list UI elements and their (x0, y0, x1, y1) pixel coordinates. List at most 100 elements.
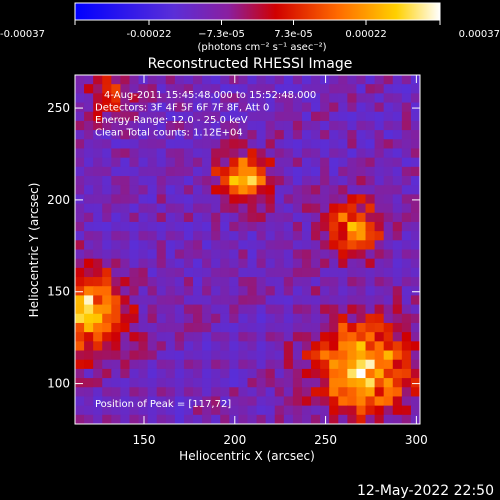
heatmap-cell (211, 176, 221, 186)
heatmap-cell (193, 286, 203, 297)
y-tick-label: 250 (47, 101, 70, 115)
heatmap-cell (238, 359, 249, 370)
heatmap-cell (202, 396, 212, 407)
heatmap-cell (329, 368, 339, 379)
heatmap-cell (120, 157, 131, 168)
heatmap-cell (247, 240, 258, 251)
heatmap-cell (410, 295, 420, 306)
heatmap-cell (129, 111, 140, 122)
heatmap-cell (156, 304, 167, 315)
heatmap-cell (238, 267, 249, 278)
heatmap-cell (320, 130, 330, 140)
heatmap-cell (256, 148, 267, 159)
heatmap-cell (292, 295, 303, 306)
heatmap-cell (129, 166, 140, 177)
peak-position-label: Position of Peak = [117,72] (95, 399, 231, 410)
heatmap-cell (202, 378, 212, 388)
heatmap-cell (283, 304, 294, 315)
heatmap-cell (265, 148, 276, 159)
heatmap-cell (329, 341, 339, 352)
heatmap-cell (356, 350, 367, 361)
heatmap-cell (165, 148, 176, 159)
heatmap-cell (383, 176, 394, 186)
heatmap-cell (338, 212, 348, 223)
heatmap-cell (247, 212, 258, 223)
heatmap-cell (356, 93, 367, 104)
heatmap-cell (301, 93, 312, 104)
heatmap-cell (338, 341, 348, 352)
heatmap-cell (84, 277, 94, 287)
heatmap-cell (283, 212, 294, 223)
heatmap-cell (165, 185, 176, 195)
heatmap-cell (410, 396, 420, 407)
heatmap-cell (202, 240, 212, 251)
heatmap-cell (283, 277, 294, 287)
heatmap-cell (220, 148, 230, 159)
heatmap-cell (347, 322, 358, 333)
heatmap-cell (292, 387, 303, 398)
heatmap-cell (392, 277, 403, 287)
heatmap-cell (238, 139, 249, 150)
heatmap-cell (265, 387, 276, 398)
heatmap-cell (401, 111, 412, 122)
heatmap-cell (147, 231, 158, 241)
heatmap-cell (156, 120, 167, 131)
heatmap-cell (75, 75, 85, 85)
heatmap-cell (211, 240, 221, 251)
heatmap-cell (256, 221, 267, 232)
heatmap-cell (383, 231, 394, 241)
heatmap-cell (183, 277, 194, 287)
heatmap-cell (238, 295, 249, 306)
heatmap-cell (220, 212, 230, 223)
heatmap-cell (274, 203, 285, 214)
heatmap-cell (156, 176, 167, 186)
heatmap-cell (329, 157, 339, 168)
heatmap-cell (329, 295, 339, 306)
heatmap-cell (174, 93, 185, 104)
annotation-line: Clean Total counts: 1.12E+04 (95, 128, 243, 139)
heatmap-cell (292, 341, 303, 352)
heatmap-cell (301, 166, 312, 177)
heatmap-cell (102, 322, 112, 333)
heatmap-cell (329, 75, 339, 85)
heatmap-cell (338, 295, 348, 306)
heatmap-cell (256, 341, 267, 352)
heatmap-cell (129, 368, 140, 379)
heatmap-cell (138, 387, 149, 398)
heatmap-cell (174, 148, 185, 159)
heatmap-cell (374, 240, 385, 251)
heatmap-cell (238, 304, 249, 315)
heatmap-cell (311, 396, 321, 407)
heatmap-cell (383, 221, 394, 232)
heatmap-cell (374, 84, 385, 94)
heatmap-cell (238, 414, 249, 424)
heatmap-cell (102, 295, 112, 306)
heatmap-cell (93, 313, 103, 324)
heatmap-cell (111, 240, 121, 251)
heatmap-cell (211, 139, 221, 150)
heatmap-cell (347, 139, 358, 150)
heatmap-cell (120, 258, 131, 269)
heatmap-cell (120, 75, 131, 85)
heatmap-cell (265, 231, 276, 241)
heatmap-cell (292, 166, 303, 177)
heatmap-cell (147, 166, 158, 177)
heatmap-cell (347, 120, 358, 131)
heatmap-cell (356, 185, 367, 195)
heatmap-cell (183, 176, 194, 186)
heatmap-cell (111, 322, 121, 333)
heatmap-cell (347, 240, 358, 251)
heatmap-cell (274, 120, 285, 131)
heatmap-cell (274, 304, 285, 315)
annotation-line: 4-Aug-2011 15:45:48.000 to 15:52:48.000 (104, 90, 316, 101)
heatmap-cell (138, 249, 149, 260)
heatmap-cell (202, 231, 212, 241)
colorbar (74, 2, 441, 21)
heatmap-cell (238, 130, 249, 140)
heatmap-cell (356, 396, 367, 407)
heatmap-cell (256, 396, 267, 407)
heatmap-cell (111, 267, 121, 278)
heatmap-cell (156, 240, 167, 251)
heatmap-cell (84, 295, 94, 306)
heatmap-cell (338, 194, 348, 205)
